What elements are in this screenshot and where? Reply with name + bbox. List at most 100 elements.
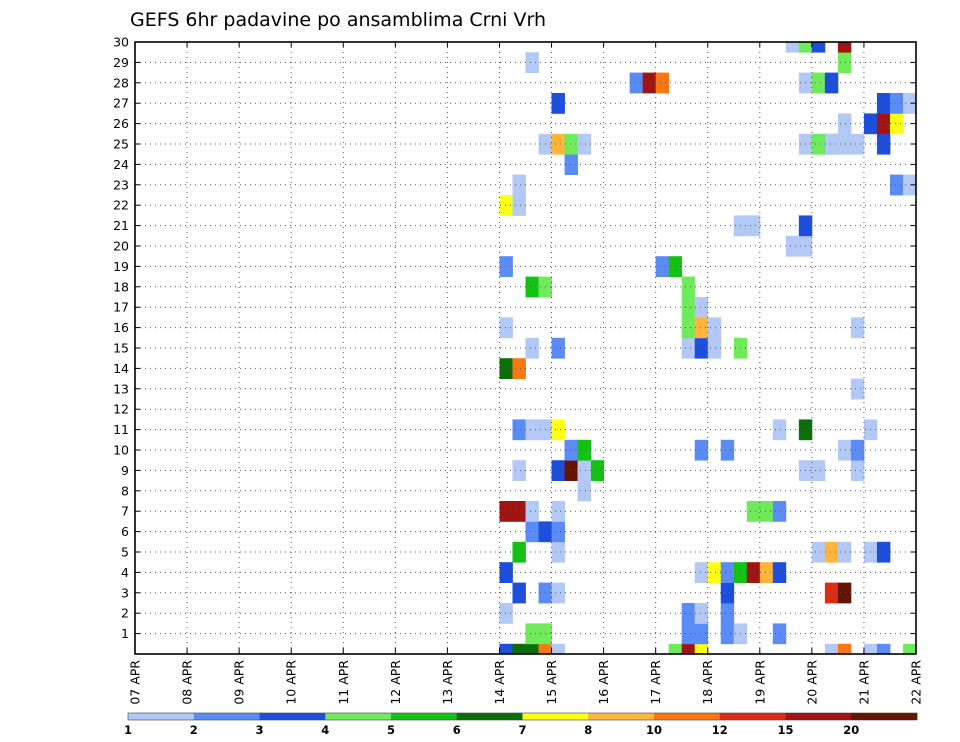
heatmap-cell xyxy=(564,460,578,481)
heatmap-cell xyxy=(499,195,513,216)
y-tick-label: 3 xyxy=(121,585,129,600)
y-tick-label: 17 xyxy=(113,300,129,315)
y-tick-label: 15 xyxy=(113,341,129,356)
heatmap-cell xyxy=(837,42,852,53)
heatmap-cell xyxy=(876,643,891,655)
heatmap-cell xyxy=(564,133,578,155)
heatmap-cell xyxy=(681,623,696,645)
x-tick-label: 21 APR xyxy=(856,660,871,705)
x-tick-label: 19 APR xyxy=(752,660,767,705)
heatmap-cell xyxy=(551,133,565,155)
heatmap-cell xyxy=(811,460,826,481)
heatmap-cell xyxy=(551,93,565,114)
y-tick-label: 9 xyxy=(121,463,129,478)
heatmap-cell xyxy=(707,317,722,339)
heatmap-cell xyxy=(746,215,761,237)
heatmap-cell xyxy=(824,541,839,563)
y-tick-label: 10 xyxy=(113,443,129,458)
heatmap-cell xyxy=(512,195,526,216)
heatmap-cell xyxy=(772,562,787,583)
y-tick-label: 4 xyxy=(121,565,129,580)
y-tick-label: 19 xyxy=(113,259,129,274)
x-tick-label: 16 APR xyxy=(596,660,611,705)
y-tick-label: 25 xyxy=(113,137,129,152)
x-tick-label: 17 APR xyxy=(648,660,663,705)
heatmap-cell xyxy=(694,603,709,624)
heatmap-cell xyxy=(512,419,526,441)
y-tick-label: 22 xyxy=(113,198,129,213)
heatmap-cell xyxy=(785,235,800,257)
heatmap-cell xyxy=(811,541,826,563)
heatmap-cell xyxy=(902,93,917,114)
heatmap-cell xyxy=(889,174,904,196)
heatmap-cell xyxy=(876,113,891,135)
heatmap-cell xyxy=(694,337,709,359)
colorbar-label: 2 xyxy=(190,723,198,737)
y-tick-label: 7 xyxy=(121,504,129,519)
heatmap-cell xyxy=(837,541,852,563)
heatmap-cell xyxy=(681,643,696,655)
x-tick-label: 08 APR xyxy=(180,660,195,705)
heatmap-cell xyxy=(707,562,722,583)
heatmap-cell xyxy=(551,337,565,359)
heatmap-cell xyxy=(772,623,787,645)
heatmap-cell xyxy=(824,582,839,604)
heatmap-cell xyxy=(642,72,657,94)
heatmap-cell xyxy=(551,419,565,441)
colorbar-swatch xyxy=(851,713,918,720)
heatmap-cell xyxy=(551,501,565,522)
y-tick-label: 12 xyxy=(113,402,129,417)
heatmap-cell xyxy=(824,133,839,155)
heatmap-cell xyxy=(525,623,539,645)
heatmap-cell xyxy=(837,133,852,155)
y-tick-label: 29 xyxy=(113,55,129,70)
heatmap-cell xyxy=(577,460,591,481)
heatmap-cell xyxy=(590,460,604,481)
heatmap-cell xyxy=(499,643,513,655)
heatmap-cell xyxy=(512,460,526,481)
colorbar-swatch xyxy=(522,713,589,720)
y-tick-label: 5 xyxy=(121,545,129,560)
x-tick-label: 10 APR xyxy=(284,660,299,705)
y-tick-label: 21 xyxy=(113,218,129,233)
heatmap-cell xyxy=(551,643,565,655)
heatmap-cell xyxy=(759,562,774,583)
heatmap-cell xyxy=(772,419,787,441)
heatmap-cell xyxy=(577,439,591,461)
y-tick-label: 30 xyxy=(113,35,129,50)
heatmap-cell xyxy=(889,93,904,114)
heatmap-cell xyxy=(694,439,709,461)
heatmap-cell xyxy=(772,501,787,522)
heatmap-cell xyxy=(525,643,539,655)
heatmap-cell xyxy=(499,256,513,277)
heatmap-cell xyxy=(512,582,526,604)
heatmap-cell xyxy=(746,501,761,522)
colorbar-label: 1 xyxy=(124,723,132,737)
heatmap-cell xyxy=(551,460,565,481)
heatmap-cell xyxy=(694,562,709,583)
x-tick-label: 15 APR xyxy=(544,660,559,705)
heatmap-cell xyxy=(811,133,826,155)
heatmap-cell xyxy=(876,133,891,155)
heatmap-cell xyxy=(681,276,696,298)
x-tick-label: 20 APR xyxy=(804,660,819,705)
heatmap-cell xyxy=(512,358,526,379)
y-tick-label: 14 xyxy=(113,361,129,376)
heatmap-cells xyxy=(499,42,917,655)
heatmap-cell xyxy=(837,113,852,135)
heatmap-cell xyxy=(837,582,852,604)
heatmap-cell xyxy=(811,42,826,53)
colorbar-label: 15 xyxy=(777,723,793,737)
colorbar-label: 6 xyxy=(453,723,461,737)
heatmap-cell xyxy=(720,562,735,583)
colorbar-swatch xyxy=(588,713,655,720)
y-tick-label: 26 xyxy=(113,116,129,131)
x-tick-label: 11 APR xyxy=(336,660,351,705)
colorbar-swatch xyxy=(456,713,523,720)
x-axis: 07 APR 08 APR 09 APR 10 APR 11 APR 12 APR 13 A… xyxy=(128,42,924,705)
heatmap-cell xyxy=(525,337,539,359)
colorbar-frame xyxy=(127,712,918,721)
y-tick-label: 28 xyxy=(113,75,129,90)
heatmap-cell xyxy=(499,603,513,624)
colorbar-swatch xyxy=(719,713,786,720)
